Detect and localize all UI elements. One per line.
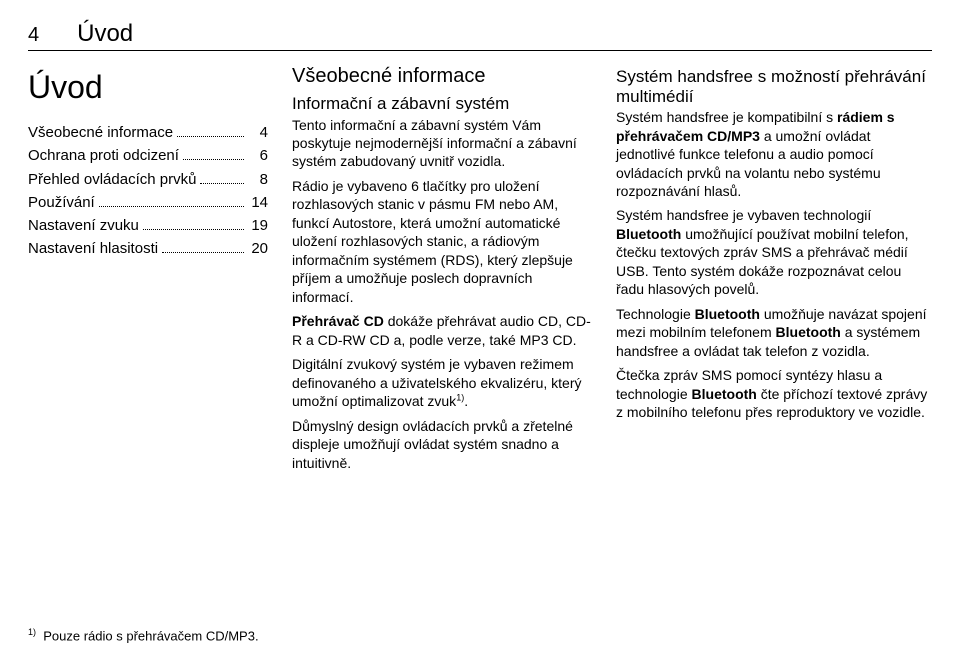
toc-row: Nastavení hlasitosti 20	[28, 237, 268, 260]
paragraph: Technologie Bluetooth umožňuje navázat s…	[616, 305, 928, 360]
heading-handsfree: Systém handsfree s možností přehrávání m…	[616, 67, 928, 106]
toc-label: Ochrana proti odcizení	[28, 144, 179, 167]
toc-row: Nastavení zvuku 19	[28, 214, 268, 237]
paragraph: Systém handsfree je vybaven technologií …	[616, 206, 928, 298]
toc-label: Všeobecné informace	[28, 121, 173, 144]
footnote: 1) Pouze rádio s přehrávačem CD/MP3.	[28, 627, 259, 643]
toc-dots	[183, 150, 244, 161]
toc-dots	[99, 196, 244, 207]
column-right: Systém handsfree s možností přehrávání m…	[616, 65, 928, 478]
paragraph: Čtečka zpráv SMS pomocí syntézy hlasu a …	[616, 366, 928, 421]
footnote-text: Pouze rádio s přehrávačem CD/MP3.	[43, 628, 258, 643]
bold-text: Přehrávač CD	[292, 313, 384, 329]
footnote-marker: 1)	[28, 627, 36, 637]
heading-infotainment: Informační a zábavní systém	[292, 94, 592, 114]
toc-label: Nastavení zvuku	[28, 214, 139, 237]
footnote-ref: 1)	[456, 392, 464, 402]
paragraph: Přehrávač CD dokáže přehrávat audio CD, …	[292, 312, 592, 349]
page-header: 4 Úvod	[28, 20, 932, 51]
text: Technologie	[616, 306, 695, 322]
table-of-contents: Všeobecné informace 4 Ochrana proti odci…	[28, 121, 268, 261]
toc-dots	[200, 173, 244, 184]
bold-text: Bluetooth	[776, 324, 841, 340]
toc-row: Přehled ovládacích prvků 8	[28, 168, 268, 191]
paragraph: Rádio je vybaveno 6 tlačítky pro uložení…	[292, 177, 592, 306]
paragraph: Tento informační a zábavní systém Vám po…	[292, 116, 592, 171]
columns: Úvod Všeobecné informace 4 Ochrana proti…	[28, 65, 932, 478]
toc-page: 14	[248, 191, 268, 214]
toc-page: 6	[248, 144, 268, 167]
text: Digitální zvukový systém je vybaven reži…	[292, 356, 582, 409]
column-toc: Úvod Všeobecné informace 4 Ochrana proti…	[28, 65, 268, 478]
column-middle: Všeobecné informace Informační a zábavní…	[292, 65, 592, 478]
bold-text: Bluetooth	[695, 306, 760, 322]
toc-label: Používání	[28, 191, 95, 214]
heading-general-info: Všeobecné informace	[292, 65, 592, 88]
chapter-title: Úvod	[77, 20, 133, 48]
toc-dots	[162, 243, 244, 254]
toc-page: 8	[248, 168, 268, 191]
toc-row: Všeobecné informace 4	[28, 121, 268, 144]
page: 4 Úvod Úvod Všeobecné informace 4 Ochran…	[0, 0, 960, 659]
bold-text: Bluetooth	[616, 226, 681, 242]
section-title: Úvod	[28, 71, 268, 103]
toc-label: Nastavení hlasitosti	[28, 237, 158, 260]
toc-dots	[177, 126, 244, 137]
paragraph: Digitální zvukový systém je vybaven reži…	[292, 355, 592, 410]
toc-row: Ochrana proti odcizení 6	[28, 144, 268, 167]
toc-dots	[143, 219, 244, 230]
paragraph: Důmyslný design ovládacích prvků a zřete…	[292, 417, 592, 472]
bold-text: Bluetooth	[692, 386, 757, 402]
text: .	[464, 393, 468, 409]
text: Systém handsfree je vybaven technologií	[616, 207, 871, 223]
toc-page: 4	[248, 121, 268, 144]
paragraph: Systém handsfree je kompatibilní s rádie…	[616, 108, 928, 200]
toc-row: Používání 14	[28, 191, 268, 214]
toc-page: 20	[248, 237, 268, 260]
toc-label: Přehled ovládacích prvků	[28, 168, 196, 191]
page-number: 4	[28, 24, 39, 47]
text: Systém handsfree je kompatibilní s	[616, 109, 837, 125]
toc-page: 19	[248, 214, 268, 237]
